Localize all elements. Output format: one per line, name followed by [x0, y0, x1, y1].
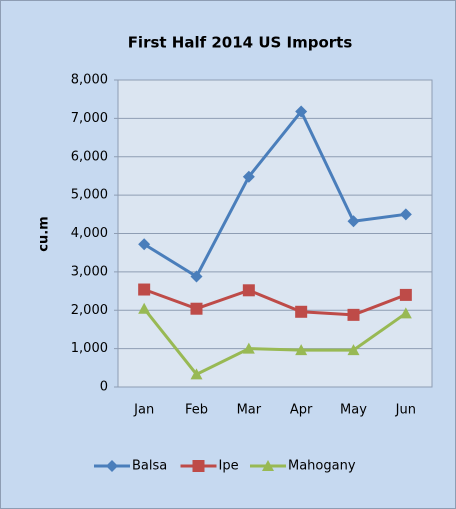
data-point	[190, 302, 203, 315]
legend-marker	[262, 460, 274, 471]
x-tick-label: Feb	[185, 403, 208, 418]
series-line	[142, 307, 407, 377]
y-tick-label: 6,000	[71, 149, 108, 164]
data-point	[347, 215, 360, 228]
x-tick-label: May	[340, 403, 367, 418]
data-point	[242, 342, 255, 354]
legend-label: Ipe	[219, 459, 239, 474]
data-point	[399, 307, 412, 319]
legend-marker	[106, 460, 118, 472]
y-tick-label: 1,000	[71, 341, 108, 356]
series-line	[143, 108, 407, 279]
data-point	[190, 368, 203, 380]
data-point	[138, 283, 151, 296]
data-point	[242, 170, 255, 183]
series-line	[143, 288, 407, 317]
y-tick-label: 2,000	[71, 303, 108, 318]
y-tick-label: 5,000	[71, 188, 108, 203]
y-tick-label: 4,000	[71, 226, 108, 241]
y-axis-label: cu.m	[37, 216, 52, 251]
data-point	[295, 344, 308, 356]
data-point	[190, 270, 203, 283]
data-point	[347, 308, 360, 321]
data-point	[399, 288, 412, 301]
legend-marker	[192, 460, 205, 472]
data-point	[138, 302, 151, 314]
x-tick-label: Jan	[133, 403, 154, 418]
data-point	[347, 344, 360, 356]
y-tick-label: 8,000	[71, 73, 108, 88]
data-point	[295, 105, 308, 118]
y-tick-label: 3,000	[71, 264, 108, 279]
x-tick-label: Apr	[290, 403, 313, 418]
legend-label: Mahogany	[288, 459, 356, 474]
x-tick-label: Jun	[395, 403, 416, 418]
data-point	[138, 238, 151, 251]
y-tick-label: 0	[100, 380, 108, 395]
y-tick-label: 7,000	[71, 111, 108, 126]
x-tick-label: Mar	[237, 403, 262, 418]
data-point	[242, 284, 255, 297]
data-point	[399, 208, 412, 221]
chart-title: First Half 2014 US Imports	[128, 34, 353, 52]
legend-label: Balsa	[132, 459, 167, 474]
data-point	[295, 305, 308, 318]
